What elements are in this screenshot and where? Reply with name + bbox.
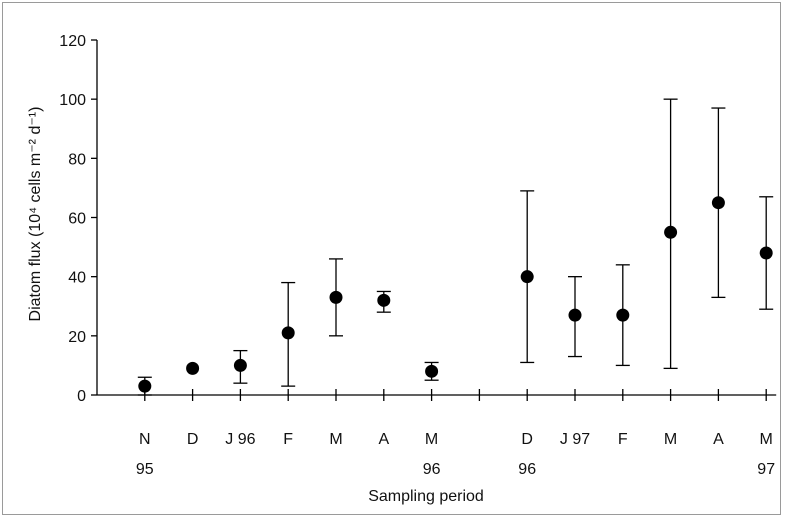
y-tick-label: 20 (68, 329, 86, 346)
data-point (616, 308, 630, 322)
y-tick-label: 80 (68, 151, 86, 168)
data-point (186, 361, 200, 375)
x-tick-label: D (521, 431, 533, 448)
x-tick-sublabel: 97 (757, 461, 775, 478)
x-tick-label: F (618, 431, 628, 448)
data-point (233, 358, 247, 372)
x-tick-label: M (664, 431, 677, 448)
y-tick-label: 40 (68, 270, 86, 287)
data-point (711, 196, 725, 210)
x-tick-label: M (329, 431, 342, 448)
x-axis-title: Sampling period (368, 488, 484, 505)
data-point (520, 270, 534, 284)
data-point (377, 293, 391, 307)
y-tick-label: 0 (77, 388, 86, 405)
x-tick-label: N (139, 431, 151, 448)
x-tick-label: M (425, 431, 438, 448)
axes: 0 20 40 60 80 100 120 N 95 D J 96 F M A M 96 D 96 J 97 F M A M… (59, 33, 777, 478)
data-point (425, 364, 439, 378)
data-point (568, 308, 582, 322)
x-tick-sublabel: 96 (518, 461, 536, 478)
x-tick-label: J 96 (225, 431, 255, 448)
data-point (759, 246, 773, 260)
data-marks (137, 98, 774, 396)
x-tick-label: M (760, 431, 773, 448)
x-tick-sublabel: 96 (423, 461, 441, 478)
y-tick-label: 120 (59, 33, 86, 50)
data-point (281, 326, 295, 340)
x-tick-sublabel: 95 (136, 461, 154, 478)
y-axis-title: Diatom flux (10⁴ cells m⁻² d⁻¹) (27, 107, 44, 322)
x-tick-label: J 97 (560, 431, 590, 448)
data-point (138, 379, 152, 393)
y-tick-label: 60 (68, 211, 86, 228)
y-tick-label: 100 (59, 92, 86, 109)
data-point (664, 225, 678, 239)
x-tick-label: A (713, 431, 724, 448)
x-tick-label: D (187, 431, 199, 448)
data-point (329, 290, 343, 304)
x-tick-label: F (283, 431, 293, 448)
x-tick-label: A (378, 431, 389, 448)
